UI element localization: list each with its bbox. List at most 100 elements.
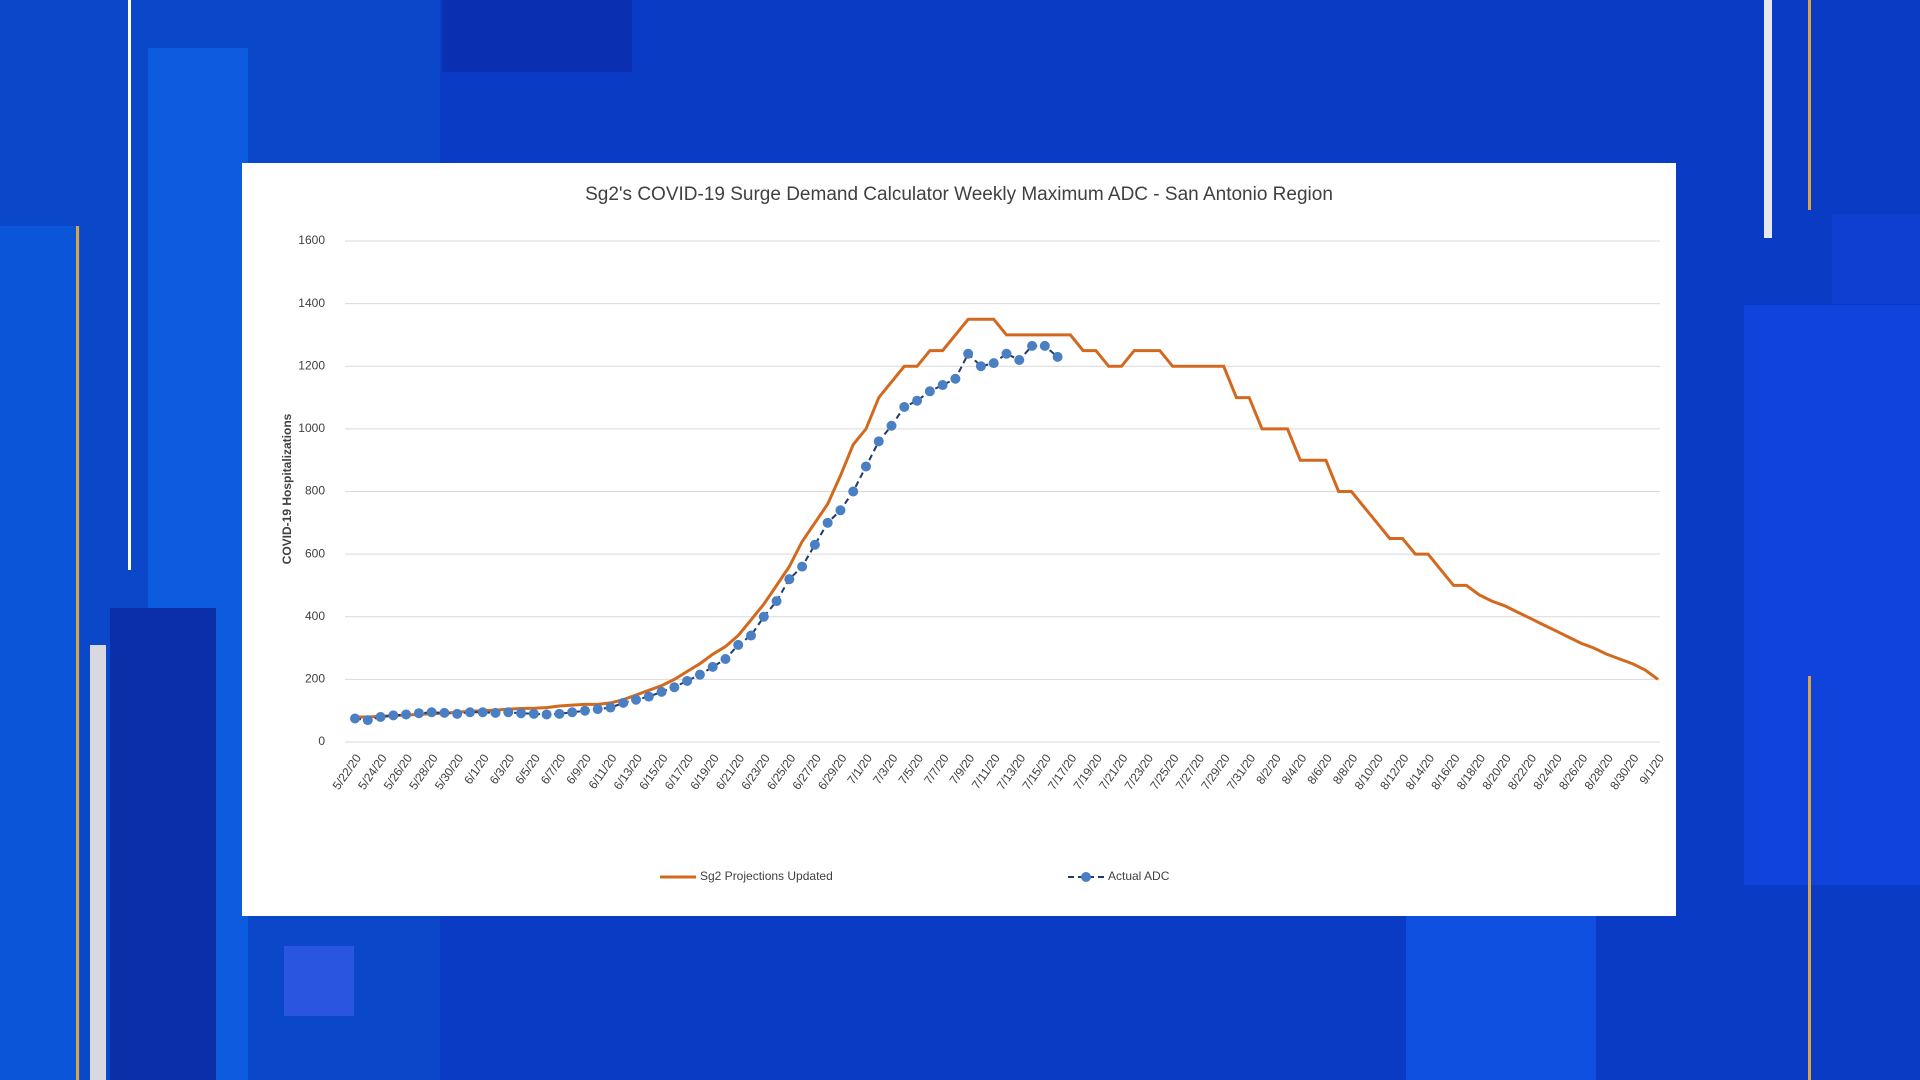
data-point (1001, 348, 1012, 359)
data-point (1027, 340, 1038, 351)
data-point (758, 611, 769, 622)
data-point (899, 401, 910, 412)
x-tick-label: 8/6/20 (1304, 751, 1335, 787)
data-point (809, 539, 820, 550)
background-panel (284, 946, 354, 1016)
y-tick-label: 200 (305, 672, 325, 686)
legend-label: Sg2 Projections Updated (700, 869, 833, 883)
background-panel (1406, 916, 1596, 1080)
y-tick-label: 800 (305, 484, 325, 498)
data-point (503, 707, 514, 718)
data-point (643, 691, 654, 702)
x-tick-label: 6/3/20 (487, 751, 518, 787)
data-point (1039, 340, 1050, 351)
legend-marker (1081, 872, 1091, 882)
data-point (656, 686, 667, 697)
y-tick-label: 1400 (298, 296, 325, 310)
background-stripe (1808, 676, 1811, 1080)
background-panel (442, 0, 632, 72)
data-point (464, 707, 475, 718)
x-tick-label: 7/1/20 (844, 751, 875, 787)
data-point (937, 380, 948, 391)
data-point (924, 386, 935, 397)
x-tick-label: 7/5/20 (896, 751, 927, 787)
series-line (355, 317, 1659, 719)
y-tick-label: 400 (305, 609, 325, 623)
data-point (439, 707, 450, 718)
data-point (401, 709, 412, 720)
y-axis-label: COVID-19 Hospitalizations (280, 413, 294, 564)
data-point (707, 661, 718, 672)
x-tick-label: 6/5/20 (512, 751, 543, 787)
chart: Sg2's COVID-19 Surge Demand Calculator W… (280, 184, 1667, 883)
y-tick-label: 1200 (298, 358, 325, 372)
data-point (784, 574, 795, 585)
data-point (835, 505, 846, 516)
background-panel (90, 645, 106, 1080)
data-point (618, 697, 629, 708)
series-line (354, 344, 1059, 722)
data-point (873, 436, 884, 447)
data-point (541, 709, 552, 720)
data-point (963, 348, 974, 359)
data-point (733, 639, 744, 650)
background-panel (0, 226, 80, 1080)
data-point (669, 682, 680, 693)
data-point (975, 361, 986, 372)
data-point (912, 395, 923, 406)
x-tick-label: 8/4/20 (1279, 751, 1310, 787)
y-tick-label: 1000 (298, 421, 325, 435)
background-panel (110, 608, 216, 1080)
data-point (886, 420, 897, 431)
data-point (592, 704, 603, 715)
data-point (579, 705, 590, 716)
data-point (490, 707, 501, 718)
data-point (797, 561, 808, 572)
data-point (631, 694, 642, 705)
data-point (554, 708, 565, 719)
data-point (848, 486, 859, 497)
data-point (452, 708, 463, 719)
data-point (694, 669, 705, 680)
legend-label: Actual ADC (1108, 869, 1170, 883)
data-point (860, 461, 871, 472)
data-point (528, 708, 539, 719)
data-point (720, 654, 731, 665)
background-stripe (1764, 0, 1772, 238)
x-tick-label: 8/2/20 (1253, 751, 1284, 787)
data-point (771, 596, 782, 607)
chart-card: Sg2's COVID-19 Surge Demand Calculator W… (242, 163, 1676, 916)
x-tick-label: 9/1/20 (1636, 751, 1667, 787)
chart-title: Sg2's COVID-19 Surge Demand Calculator W… (585, 184, 1333, 205)
data-point (1052, 351, 1063, 362)
data-point (1014, 354, 1025, 365)
data-point (605, 702, 616, 713)
background-stripe (1808, 0, 1811, 210)
background-stripe (76, 226, 79, 1080)
data-point (950, 373, 961, 384)
data-point (988, 358, 999, 369)
data-point (682, 675, 693, 686)
x-tick-label: 6/7/20 (538, 751, 569, 787)
data-point (516, 708, 527, 719)
y-tick-label: 0 (318, 734, 325, 748)
data-point (388, 710, 399, 721)
x-tick-label: 7/3/20 (870, 751, 901, 787)
background-stripe (128, 0, 131, 570)
y-tick-label: 1600 (298, 233, 325, 247)
x-tick-label: 7/7/20 (921, 751, 952, 787)
data-point (413, 708, 424, 719)
data-point (822, 517, 833, 528)
y-tick-label: 600 (305, 546, 325, 560)
data-point (362, 715, 373, 726)
data-point (375, 711, 386, 722)
data-point (746, 630, 757, 641)
background-panel (1744, 305, 1920, 885)
data-point (567, 707, 578, 718)
data-point (350, 713, 360, 724)
data-point (477, 707, 488, 718)
background-panel (1832, 214, 1920, 304)
data-point (426, 707, 437, 718)
x-tick-label: 6/1/20 (461, 751, 492, 787)
